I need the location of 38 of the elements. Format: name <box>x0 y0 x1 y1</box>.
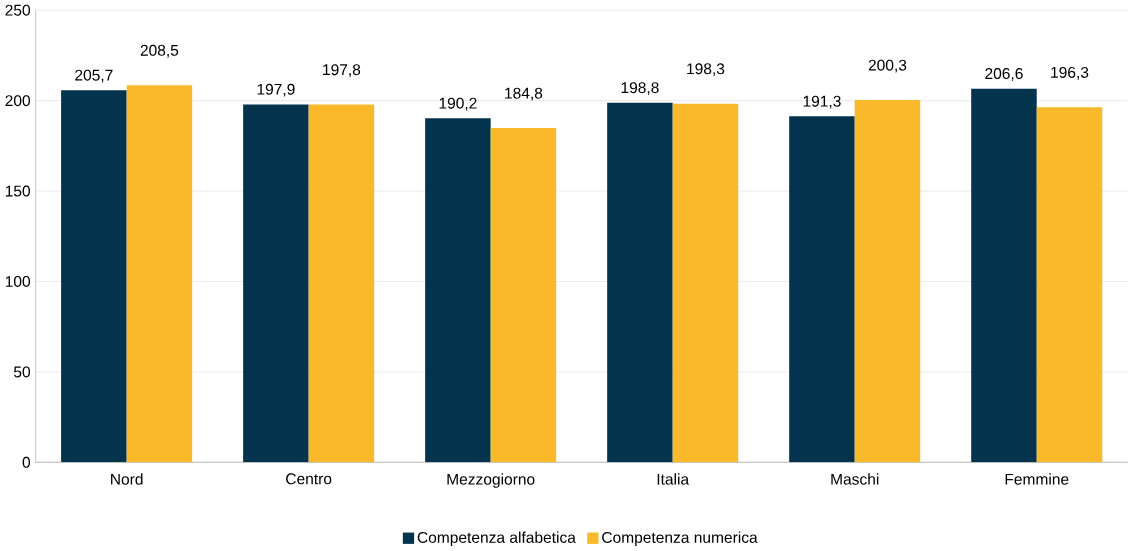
bar <box>854 100 921 463</box>
x-tick-label: Femmine <box>1005 473 1069 485</box>
data-label: 198,3 <box>687 63 725 77</box>
x-tick-label: Maschi <box>831 473 879 485</box>
bar <box>789 116 855 463</box>
bar <box>1036 107 1103 463</box>
bar <box>61 90 127 463</box>
y-tick-label: 200 <box>5 95 31 107</box>
bar <box>425 118 491 463</box>
bar <box>490 128 557 463</box>
y-tick-label: 150 <box>5 185 31 197</box>
data-label: 205,7 <box>75 69 113 83</box>
data-label: 198,8 <box>621 82 659 96</box>
data-label: 184,8 <box>505 87 543 101</box>
x-tick-label: Italia <box>657 473 690 485</box>
bar <box>126 85 193 463</box>
y-tick-label: 50 <box>13 366 31 378</box>
bar <box>308 104 375 463</box>
data-label: 200,3 <box>868 59 907 73</box>
x-tick-label: Nord <box>111 473 143 485</box>
bar <box>607 103 673 463</box>
bar <box>243 104 309 463</box>
data-label: 197,8 <box>323 64 361 78</box>
y-tick-label: 0 <box>22 457 31 469</box>
bar <box>971 88 1037 463</box>
legend-label: Competenza numerica <box>602 531 758 547</box>
y-tick-label: 100 <box>5 276 31 288</box>
data-label: 208,5 <box>140 45 179 58</box>
data-label: 190,2 <box>439 97 477 111</box>
y-tick-label: 250 <box>5 4 31 16</box>
legend-label: Competenza alfabetica <box>417 531 576 547</box>
data-label: 206,6 <box>985 68 1023 82</box>
bar <box>672 103 739 463</box>
x-tick-label: Centro <box>286 473 332 485</box>
x-tick-label: Mezzogiorno <box>447 473 535 489</box>
data-label: 191,3 <box>803 95 841 109</box>
data-label: 197,9 <box>257 84 295 97</box>
data-label: 196,3 <box>1051 67 1089 80</box>
